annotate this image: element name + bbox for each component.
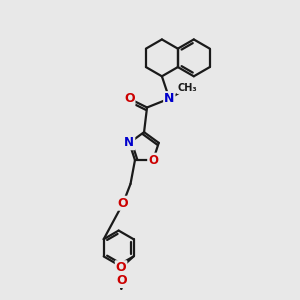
Text: N: N — [124, 136, 134, 149]
Text: O: O — [118, 197, 128, 210]
Text: O: O — [116, 261, 126, 274]
Text: N: N — [164, 92, 175, 105]
Text: CH₃: CH₃ — [177, 83, 197, 93]
Text: O: O — [124, 92, 134, 105]
Text: O: O — [148, 154, 158, 166]
Text: O: O — [116, 274, 127, 287]
